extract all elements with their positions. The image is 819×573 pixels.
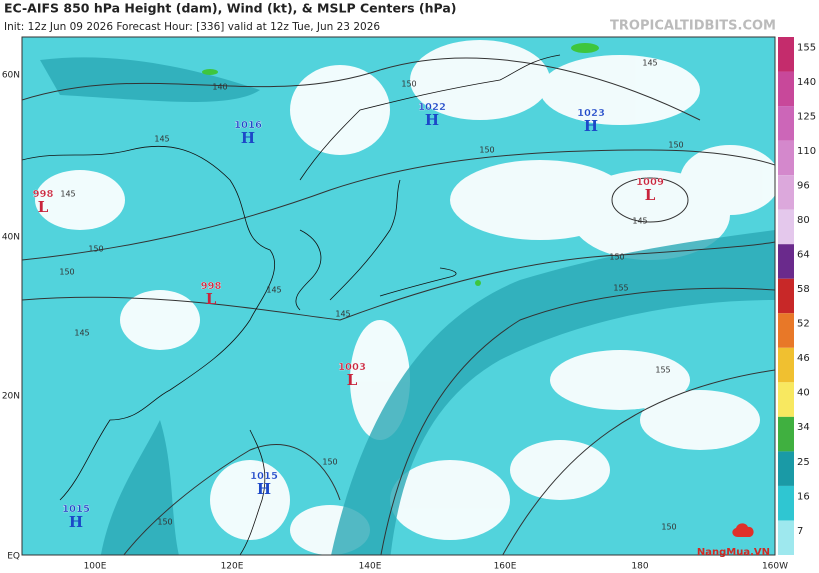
colorbar-segment <box>778 175 794 210</box>
logo-text: NangMua.VN <box>697 547 770 558</box>
colorbar-tick-label: 52 <box>797 319 810 330</box>
lon-label: 180 <box>631 562 648 572</box>
colorbar-tick-label: 46 <box>797 353 810 364</box>
contour-label: 150 <box>479 146 494 155</box>
contour-label: 145 <box>642 59 657 68</box>
lat-label: 60N <box>2 71 20 81</box>
contour-label: 140 <box>212 83 227 92</box>
colorbar-tick-label: 16 <box>797 491 810 502</box>
colorbar-segment <box>778 106 794 141</box>
colorbar-tick-label: 25 <box>797 457 810 468</box>
subtitle: Init: 12z Jun 09 2026 Forecast Hour: [33… <box>4 21 380 33</box>
colorbar-tick-label: 80 <box>797 215 810 226</box>
colorbar-tick-label: 40 <box>797 388 810 399</box>
contour-label: 145 <box>74 329 89 338</box>
colorbar-segment <box>778 244 794 279</box>
pressure-value: 1022 <box>418 102 446 113</box>
lon-label: 100E <box>84 562 107 572</box>
pressure-value: 1009 <box>636 177 664 188</box>
contour-label: 145 <box>335 310 350 319</box>
contour-label: 150 <box>661 523 676 532</box>
pressure-value: 1023 <box>577 108 605 119</box>
pressure-value: 998 <box>201 281 222 292</box>
lon-label: 140E <box>359 562 382 572</box>
contour-label: 155 <box>613 284 628 293</box>
lat-label: 40N <box>2 233 20 243</box>
contour-label: 145 <box>60 190 75 199</box>
colorbar-segment <box>778 278 794 314</box>
colorbar-segment <box>778 37 794 72</box>
pressure-value: 1015 <box>62 504 90 515</box>
contour-label: 145 <box>154 135 169 144</box>
pressure-type: L <box>38 198 49 216</box>
contour-label: 150 <box>88 245 103 254</box>
colorbar-segment <box>778 485 794 521</box>
watermark: TROPICALTIDBITS.COM <box>610 19 776 34</box>
contour-label: 150 <box>322 458 337 467</box>
colorbar-tick-label: 64 <box>797 250 810 261</box>
pressure-value: 1016 <box>234 120 262 131</box>
pressure-type: H <box>257 480 271 498</box>
contour-label: 150 <box>609 253 624 262</box>
colorbar-tick-label: 96 <box>797 180 810 191</box>
lon-label: 160E <box>494 562 517 572</box>
pressure-value: 1015 <box>250 471 278 482</box>
colorbar-segment <box>778 71 794 107</box>
colorbar-tick-label: 125 <box>797 111 816 122</box>
colorbar-tick-label: 140 <box>797 77 816 88</box>
colorbar-segment <box>778 451 794 486</box>
contour-label: 150 <box>157 518 172 527</box>
contour-label: 155 <box>655 366 670 375</box>
colorbar-segment <box>778 140 794 176</box>
pressure-type: H <box>241 129 255 147</box>
contour-label: 150 <box>668 141 683 150</box>
colorbar-tick-label: 155 <box>797 42 816 53</box>
logo: NangMua.VN <box>697 523 770 558</box>
pressure-type: H <box>425 111 439 129</box>
contour-label: 145 <box>632 217 647 226</box>
lon-label: 160W <box>762 562 788 572</box>
colorbar-tick-label: 7 <box>797 526 803 537</box>
contour-label: 145 <box>266 286 281 295</box>
pressure-type: L <box>206 290 217 308</box>
pressure-value: 998 <box>33 189 54 200</box>
map-field <box>22 37 775 555</box>
colorbar-tick-label: 34 <box>797 422 810 433</box>
title: EC-AIFS 850 hPa Height (dam), Wind (kt),… <box>4 1 457 16</box>
lon-label: 120E <box>221 562 244 572</box>
contour-label: 150 <box>59 268 74 277</box>
colorbar-tick-label: 58 <box>797 284 810 295</box>
colorbar-tick-label: 110 <box>797 146 816 157</box>
colorbar-segment <box>778 382 794 417</box>
pressure-type: L <box>347 371 358 389</box>
colorbar-segment <box>778 209 794 245</box>
colorbar-segment <box>778 347 794 383</box>
lat-label: 20N <box>2 392 20 402</box>
colorbar-segment <box>778 416 794 452</box>
contour-label: 150 <box>401 80 416 89</box>
pressure-value: 1003 <box>338 362 366 373</box>
pressure-type: H <box>584 117 598 135</box>
pressure-type: H <box>69 513 83 531</box>
lat-label: EQ <box>7 552 20 562</box>
colorbar-segment <box>778 520 794 555</box>
colorbar-segment <box>778 313 794 348</box>
colorbar: 155 140 125 110 96 80 64 58 52 46 40 34 25 16 7 <box>778 37 816 555</box>
pressure-type: L <box>645 186 656 204</box>
